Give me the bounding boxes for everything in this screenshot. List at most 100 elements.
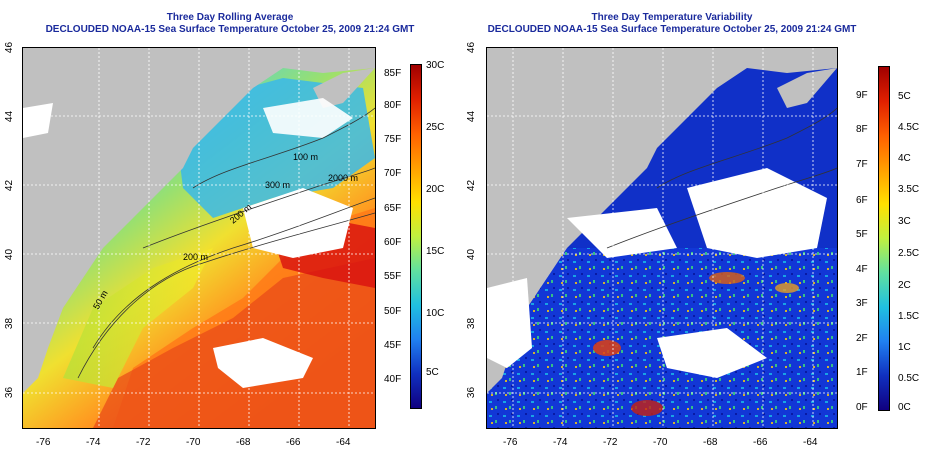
right-title: Three Day Temperature Variability DECLOU…: [472, 12, 872, 36]
colorbar-f-tick: 70F: [384, 168, 402, 179]
x-tick: -68: [236, 437, 251, 448]
colorbar-c-tick: 10C: [426, 308, 445, 319]
left-contour-label: 300 m: [265, 180, 290, 190]
colorbar-f-tick: 5F: [856, 229, 868, 240]
left-warm-water: [93, 258, 375, 428]
left-title: Three Day Rolling Average DECLOUDED NOAA…: [20, 12, 440, 36]
left-contour-3: [92, 197, 375, 349]
colorbar-c-tick: 0C: [898, 402, 911, 413]
colorbar-f-tick: 9F: [856, 90, 868, 101]
y-tick: 42: [4, 179, 16, 192]
right-grid: [487, 48, 837, 428]
right-title-line2: DECLOUDED NOAA-15 Sea Surface Temperatur…: [487, 24, 857, 35]
left-nova-scotia: [313, 68, 375, 108]
left-map-svg: 100 m 300 m 200 m 2000 m 200 m 50 m: [23, 48, 375, 428]
left-contour-2: [142, 167, 375, 249]
right-hotspot: [775, 283, 799, 293]
left-colorbar: [410, 64, 422, 409]
left-title-line1: Three Day Rolling Average: [166, 12, 294, 23]
y-tick: 36: [466, 386, 478, 399]
x-tick: -66: [286, 437, 301, 448]
x-tick: -74: [553, 437, 568, 448]
colorbar-f-tick: 40F: [384, 374, 402, 385]
right-contour: [606, 167, 837, 249]
colorbar-c-tick: 20C: [426, 184, 445, 195]
x-tick: -76: [36, 437, 51, 448]
colorbar-f-tick: 55F: [384, 271, 402, 282]
x-tick: -76: [503, 437, 518, 448]
right-hotspot: [709, 272, 745, 284]
right-colorbar: [878, 66, 890, 411]
colorbar-c-tick: 1.5C: [898, 311, 920, 322]
colorbar-c-tick: 5C: [426, 367, 439, 378]
colorbar-f-tick: 85F: [384, 68, 402, 79]
right-contour: [656, 107, 837, 189]
right-cloud-1: [687, 168, 827, 258]
x-tick: -70: [186, 437, 201, 448]
colorbar-c-tick: 15C: [426, 246, 445, 257]
left-contour-1: [192, 107, 375, 189]
x-tick: -74: [86, 437, 101, 448]
colorbar-f-tick: 0F: [856, 402, 868, 413]
colorbar-f-tick: 60F: [384, 237, 402, 248]
colorbar-c-tick: 25C: [426, 122, 445, 133]
colorbar-c-tick: 4C: [898, 153, 911, 164]
colorbar-c-tick: 4.5C: [898, 122, 920, 133]
left-shelf-water: [63, 248, 213, 388]
colorbar-c-tick: 0.5C: [898, 373, 920, 384]
right-map-svg: [487, 48, 837, 428]
y-tick: 38: [466, 317, 478, 330]
y-tick: 40: [4, 248, 16, 261]
right-hotspot: [631, 400, 663, 416]
x-tick: -72: [603, 437, 618, 448]
right-cloud-4: [487, 278, 532, 368]
y-tick: 36: [4, 386, 16, 399]
x-tick: -64: [336, 437, 351, 448]
right-cloud-3: [657, 328, 767, 378]
colorbar-c-tick: 1C: [898, 342, 911, 353]
right-variability-map: [486, 47, 838, 429]
left-cloud-1: [243, 188, 353, 258]
left-grid: [23, 48, 375, 428]
left-cloud-3: [23, 103, 53, 138]
right-hotspot: [593, 340, 621, 356]
x-tick: -70: [653, 437, 668, 448]
left-contour-label: 2000 m: [328, 173, 358, 183]
x-tick: -64: [803, 437, 818, 448]
colorbar-f-tick: 45F: [384, 340, 402, 351]
right-nova-scotia: [777, 68, 837, 108]
colorbar-c-tick: 2.5C: [898, 248, 920, 259]
left-cloud-4: [263, 98, 353, 138]
y-tick: 44: [466, 110, 478, 123]
colorbar-c-tick: 2C: [898, 280, 911, 291]
colorbar-f-tick: 4F: [856, 264, 868, 275]
colorbar-f-tick: 8F: [856, 124, 868, 135]
left-title-line2: DECLOUDED NOAA-15 Sea Surface Temperatur…: [45, 24, 415, 35]
colorbar-f-tick: 2F: [856, 333, 868, 344]
x-tick: -72: [136, 437, 151, 448]
y-tick: 38: [4, 317, 16, 330]
right-land: [487, 48, 837, 393]
left-contour-4: [77, 212, 375, 379]
y-tick: 40: [466, 248, 478, 261]
right-cloud-2: [567, 208, 677, 258]
left-contour-label: 100 m: [293, 152, 318, 162]
colorbar-f-tick: 80F: [384, 100, 402, 111]
colorbar-c-tick: 3.5C: [898, 184, 920, 195]
colorbar-f-tick: 1F: [856, 367, 868, 378]
colorbar-f-tick: 6F: [856, 195, 868, 206]
left-cloud-2: [213, 338, 313, 388]
colorbar-c-tick: 5C: [898, 91, 911, 102]
colorbar-f-tick: 65F: [384, 203, 402, 214]
y-tick: 46: [4, 41, 16, 54]
colorbar-f-tick: 3F: [856, 298, 868, 309]
colorbar-f-tick: 50F: [384, 306, 402, 317]
y-tick: 44: [4, 110, 16, 123]
left-contour-label: 200 m: [183, 252, 208, 262]
y-tick: 42: [466, 179, 478, 192]
left-land: [23, 48, 375, 393]
x-tick: -68: [703, 437, 718, 448]
colorbar-c-tick: 30C: [426, 60, 445, 71]
colorbar-f-tick: 75F: [384, 134, 402, 145]
left-sst-map: 100 m 300 m 200 m 2000 m 200 m 50 m: [22, 47, 376, 429]
